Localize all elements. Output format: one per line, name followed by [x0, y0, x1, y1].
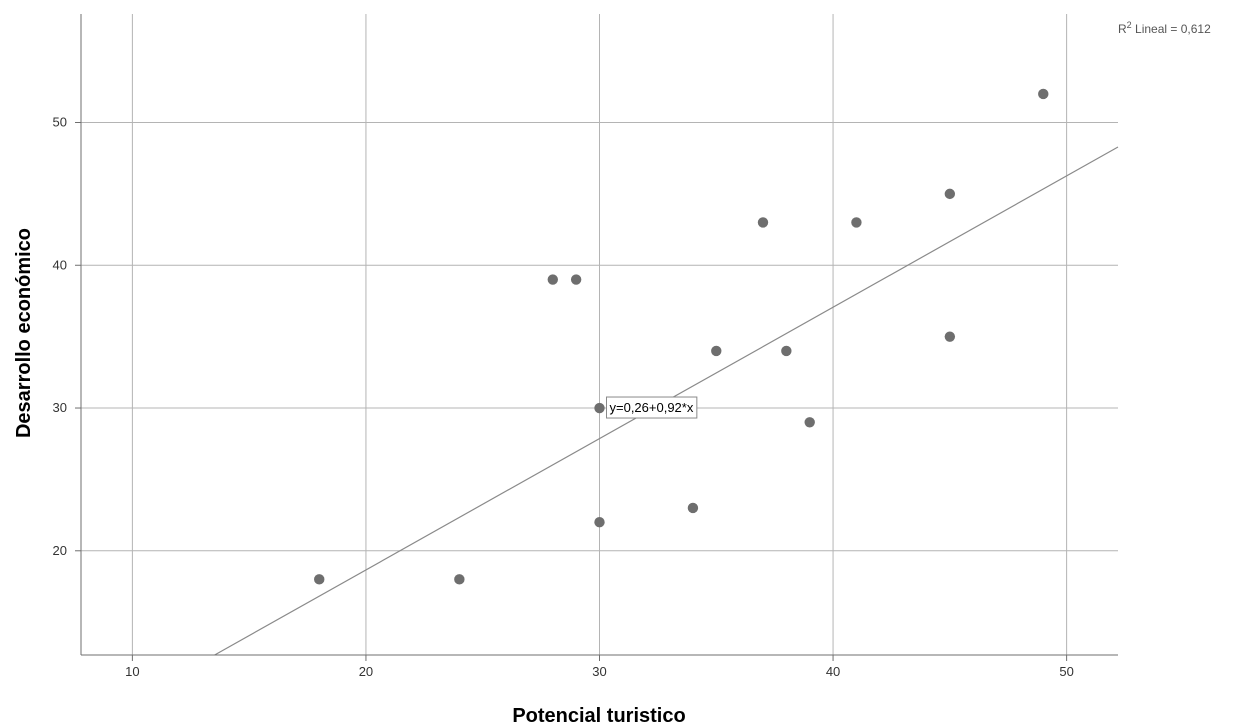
data-point: [711, 345, 722, 357]
tick-labels: 10 20 30 40 50 20 30 40 50: [53, 114, 1074, 679]
r2-prefix: R: [1118, 22, 1127, 36]
data-point: [687, 502, 699, 514]
data-point: [570, 274, 582, 285]
data-point: [454, 574, 465, 585]
data-point: [804, 417, 815, 428]
axes: [75, 14, 1118, 661]
y-tick-label: 40: [53, 257, 67, 272]
grid: [81, 14, 1118, 655]
y-tick-label: 20: [53, 543, 67, 558]
data-point: [594, 402, 605, 414]
y-tick-label: 30: [53, 400, 67, 415]
x-tick-label: 20: [359, 664, 373, 679]
data-point: [851, 217, 862, 228]
x-tick-label: 40: [826, 664, 840, 679]
r2-annotation: R2 Lineal = 0,612: [1118, 20, 1211, 36]
y-axis-title: Desarrollo económico: [13, 228, 35, 438]
y-tick-label: 50: [53, 114, 67, 129]
data-point: [594, 517, 605, 528]
x-tick-label: 50: [1059, 664, 1073, 679]
data-point: [1038, 88, 1049, 100]
fit-equation-text: y=0,26+0,92*x: [610, 400, 694, 415]
data-points: [314, 88, 1049, 585]
r2-superscript: 2: [1127, 20, 1132, 30]
data-point: [757, 217, 769, 228]
data-point: [944, 188, 956, 200]
fit-equation-label: y=0,26+0,92*x: [606, 396, 698, 419]
data-point: [944, 331, 956, 342]
data-point: [314, 574, 325, 585]
x-tick-label: 10: [125, 664, 139, 679]
fit-equation-box: [606, 396, 698, 419]
r2-value: Lineal = 0,612: [1132, 22, 1211, 36]
data-point: [781, 345, 792, 357]
data-point: [547, 274, 558, 285]
x-axis-title: Potencial turistico: [512, 705, 685, 727]
x-tick-label: 30: [592, 664, 606, 679]
